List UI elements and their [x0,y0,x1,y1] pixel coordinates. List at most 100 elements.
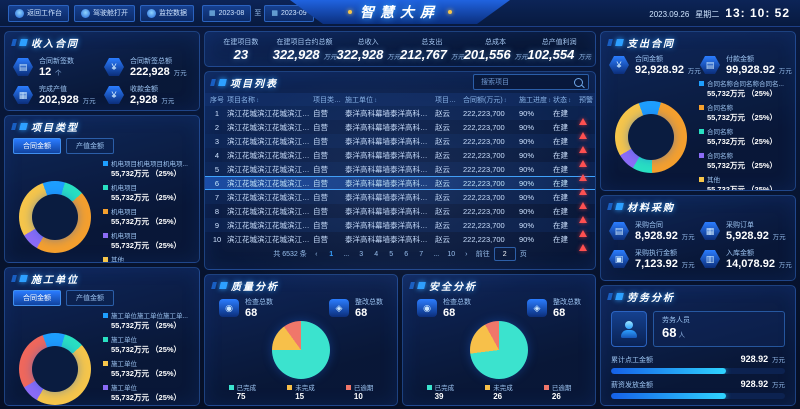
title-deco-icon [607,292,613,300]
legend-value: 55,732万元 （25%） [707,89,778,98]
deco-dot-icon [448,10,452,14]
summary-stat: 总收入 322,928 万元 [336,37,400,62]
column-header[interactable]: 项目经理↕ [435,96,461,104]
calendar-icon: ▦ [271,10,278,17]
construction-unit-tab-2[interactable]: 产值金额 [66,290,114,306]
legend-item-top: 机电项目机电项目机电项... [103,158,193,168]
page-button-3[interactable]: 3 [359,250,364,258]
table-row[interactable]: 7 滨江花城滨江花城滨江二期项...自营 泰洋高科幕墙泰洋高科有限公...赵云 222… [205,190,595,209]
cell-progress: 90% [519,136,535,146]
cell-project-name: 滨江花城滨江花城滨江二期项... [227,122,311,132]
stat-value: 68 [443,307,456,319]
page-button-7[interactable]: 7 [419,250,424,258]
left-column: 收入合同 ▤ 合同新签数 12 个 ¥ 合同新签总额 222,928 万元 ▦ 完成产值 202… [4,31,200,406]
legend-label: 已逾期 [353,385,374,392]
table-row[interactable]: 6 滨江花城滨江花城滨江二期项...自营 泰洋高科幕墙泰洋高科有限公...赵云 222… [205,176,595,195]
table-row[interactable]: 2 滨江花城滨江花城滨江二期项...自营 泰洋高科幕墙泰洋高科有限公...赵云 222… [205,120,595,139]
nav-button-1[interactable]: 返回工作台 [8,4,69,22]
sort-icon[interactable]: ↕ [503,97,507,104]
worker-body-icon [621,329,637,338]
legend-label: 未完成 [493,385,513,392]
current-date: 2023.09.26 [649,10,690,19]
stat-value: 92,928.92 万元 [635,64,701,76]
stat-text: 合同新签数 12 个 [39,56,74,78]
legend-item-top: 合同名称合同名称合同名... [699,78,789,88]
column-header[interactable]: 施工单位↕ [345,96,377,104]
cell-warning [579,178,593,195]
legend-item-top: 合同名称 [699,150,789,160]
legend-item-top: 已完成 [228,382,256,392]
goto-page-input[interactable] [493,247,516,262]
column-header[interactable]: 合同额(万元)↕ [463,96,507,104]
sort-icon[interactable]: ↕ [256,97,259,104]
cell-warning [579,164,593,181]
table-row[interactable]: 1 滨江花城滨江花城滨江二期项...自营 泰洋高科幕墙泰洋高科有限公...赵云 222… [205,106,595,125]
table-row[interactable]: 5 滨江花城滨江花城滨江二期项...自营 泰洋高科幕墙泰洋高科有限公...赵云 222… [205,162,595,181]
nav-button-2[interactable]: 驾驶舱打开 [74,4,135,22]
stat-label: 完成产值 [39,86,67,93]
stat-item: ▤ 采购合同 8,928.92 万元 [609,220,696,242]
table-row[interactable]: 4 滨江花城滨江花城滨江二期项...自营 泰洋高科幕墙泰洋高科有限公...赵云 222… [205,148,595,167]
sort-icon[interactable]: ↕ [374,97,377,104]
column-header[interactable]: 状态↕ [553,96,571,104]
page-button-1[interactable]: 1 [329,250,334,258]
dashboard-title: 智慧大屏 [290,0,510,24]
legend-item-top: 已完成 [426,382,454,392]
project-type-tab-2[interactable]: 产值金额 [66,138,114,154]
material-procurement-panel: 材料采购 ▤ 采购合同 8,928.92 万元 ▦ 采购订单 5,928.92 万元 ▣ 采购… [600,195,796,281]
sort-icon[interactable]: ↕ [342,98,343,104]
search-icon[interactable] [574,77,583,87]
legend-item-top: 机电项目 [103,182,193,192]
title-deco-icon [19,122,28,130]
donut-hole [628,113,674,160]
legend-value: 55,732万元 （25%） [111,241,182,250]
goto-label: 前往 [475,251,490,259]
project-type-tab-1[interactable]: 合同金额 [13,138,61,154]
project-search-box[interactable] [473,74,589,91]
hexagon-icon [147,8,156,18]
cell-project-type: 自营 [313,136,328,146]
stat-value: 8,928.92 万元 [635,230,695,242]
stat-label: 合同新签数 [39,58,74,65]
search-input[interactable] [479,77,570,87]
page-button-6[interactable]: 6 [404,250,409,258]
nav-button-label: 驾驶舱打开 [93,10,128,17]
summary-stat: 总产值利润 102,554 万元 [527,37,591,62]
legend-item-top: 合同名称 [699,102,789,112]
column-header[interactable]: 项目名称↕ [227,96,259,104]
title-deco-icon [417,281,426,289]
table-row[interactable]: 9 滨江花城滨江花城滨江二期项...自营 泰洋高科幕墙泰洋高科有限公...赵云 222… [205,218,595,237]
cell-project-type: 自营 [313,122,328,132]
legend-item-top: 施工单位 [103,358,193,368]
nav-button-3[interactable]: 监控数据 [140,4,194,22]
legend-value: 55,732万元 （25%） [707,113,778,122]
legend-label: 施工单位施工单位施工单... [111,313,188,320]
sort-icon[interactable]: ↕ [548,97,551,104]
sort-icon[interactable]: ↕ [568,97,571,104]
prev-page-button[interactable]: ‹ [315,250,318,258]
cell-construction-unit: 泰洋高科幕墙泰洋高科有限公... [345,122,433,132]
column-header[interactable]: 施工进度↕ [519,96,551,104]
stat-number: 222,928 [130,66,170,78]
safety-legend: 已完成 39 未完成 26 已逾期 26 [403,379,595,405]
safety-stats: ◉ 检查总数 68 ◈ 整改总数 68 [403,293,595,319]
start-date-chip[interactable]: ▦ 2023-08 [202,4,252,22]
legend-color-icon [228,384,234,390]
construction-unit-tab-1[interactable]: 合同金额 [13,290,61,306]
cell-status: 在建 [553,178,568,188]
safety-analysis-panel: 安全分析 ◉ 检查总数 68 ◈ 整改总数 68 已完成 39 未完成 26 已逾期 26 [402,274,596,406]
next-page-button[interactable]: › [465,250,468,258]
column-header[interactable]: 项目类型↕ [313,95,343,105]
table-row[interactable]: 8 滨江花城滨江花城滨江二期项...自营 泰洋高科幕墙泰洋高科有限公...赵云 222… [205,204,595,223]
summary-stat-value: 322,928 万元 [336,47,400,62]
income-stats-grid: ▤ 合同新签数 12 个 ¥ 合同新签总额 222,928 万元 ▦ 完成产值 202,928 … [5,50,199,110]
cell-no: 2 [214,122,220,132]
table-row[interactable]: 10 滨江花城滨江花城滨江二期项...自营 泰洋高科幕墙泰洋高科有限公...赵云 22… [205,232,595,251]
contract-amount-icon: ¥ [609,56,629,74]
cell-project-type: 自营 [313,206,328,216]
table-row[interactable]: 3 滨江花城滨江花城滨江二期项...自营 泰洋高科幕墙泰洋高科有限公...赵云 222… [205,134,595,153]
page-button-10[interactable]: 10 [447,250,456,258]
page-button-4[interactable]: 4 [374,250,379,258]
page-button-5[interactable]: 5 [389,250,394,258]
legend-item: 施工单位 55,732万元 （25%） [103,382,193,403]
